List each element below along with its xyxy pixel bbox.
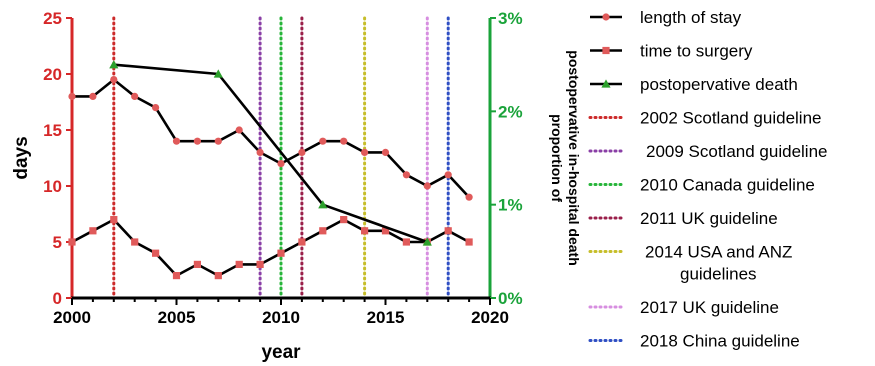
- series-0-point: [340, 137, 348, 145]
- series-lines: [68, 60, 473, 280]
- series-1-point: [152, 249, 160, 257]
- y-left-tick-label: 20: [43, 65, 62, 84]
- series-0-point: [381, 148, 390, 156]
- series-0-point: [319, 137, 327, 145]
- legend-label: 2002 Scotland guideline: [640, 109, 821, 128]
- series-0-point: [361, 148, 369, 156]
- series-1-point: [235, 260, 243, 268]
- y-right-tick-label: 3%: [498, 9, 523, 28]
- series-1-point: [256, 260, 264, 268]
- series-1-point: [340, 216, 348, 224]
- series-1-point: [193, 260, 201, 268]
- series-0-point: [277, 160, 285, 168]
- series-line-1: [71, 218, 470, 277]
- x-tick-label: 2020: [471, 308, 509, 327]
- x-axis-title: year: [261, 342, 301, 363]
- series-line-2: [113, 63, 428, 244]
- series-1-point: [361, 227, 369, 235]
- y-axis-left-title: days: [11, 136, 32, 179]
- series-1-point: [444, 227, 452, 235]
- series-1-point: [277, 249, 285, 257]
- series-1-point: [381, 227, 390, 235]
- legend-label: postopervative death: [640, 75, 798, 94]
- x-tick-label: 2015: [367, 308, 405, 327]
- legend-label: 2009 Scotland guideline: [646, 142, 827, 161]
- series-1-point: [319, 227, 327, 235]
- series-0-point: [256, 148, 264, 156]
- series-1-point: [89, 227, 97, 235]
- series-1-point: [298, 238, 306, 246]
- series-0-point: [68, 92, 76, 100]
- series-2-point: [318, 200, 328, 209]
- series-0-point: [444, 171, 452, 179]
- y-right-tick-label: 1%: [498, 196, 523, 215]
- axes: 0 5 10 15 20 25 0% 1% 2% 3% 2000 2005 2010 2015 2020 ye…: [11, 9, 582, 363]
- legend-label: 2018 China guideline: [640, 332, 800, 351]
- series-0-point: [465, 193, 473, 201]
- series-line-0: [72, 78, 471, 199]
- series-0-point: [110, 76, 118, 84]
- y-left-tick-label: 10: [43, 177, 62, 196]
- series-0-point: [131, 92, 139, 100]
- legend: length of stay time to surgery postopervat…: [588, 8, 827, 351]
- series-1-point: [214, 272, 222, 280]
- guideline-lines: [112, 16, 450, 300]
- series-0-point: [214, 137, 222, 145]
- series-2-point: [422, 237, 432, 246]
- series-1-point: [172, 272, 181, 280]
- legend-marker-0: [602, 13, 610, 21]
- series-0-point: [235, 126, 243, 134]
- legend-label: length of stay: [640, 8, 742, 27]
- legend-marker-2: [601, 79, 611, 88]
- series-0-point: [152, 104, 160, 112]
- legend-label: 2010 Canada guideline: [640, 176, 815, 195]
- series-0-point: [193, 137, 201, 145]
- y-axis-right-title-line: postopervative in-hospital death: [566, 50, 582, 265]
- series-1-point: [131, 238, 139, 246]
- x-tick-label: 2010: [262, 308, 300, 327]
- legend-label: guidelines: [680, 265, 757, 284]
- series-1-point: [68, 238, 76, 246]
- series-2-point: [213, 69, 223, 78]
- series-1-point: [402, 238, 410, 246]
- series-2-point: [109, 60, 119, 69]
- y-left-tick-label: 15: [43, 121, 62, 140]
- legend-label: 2011 UK guideline: [640, 209, 778, 228]
- series-0-point: [423, 182, 431, 190]
- series-0-point: [172, 137, 181, 145]
- legend-label: 2014 USA and ANZ: [645, 243, 792, 262]
- y-right-tick-label: 2%: [498, 102, 523, 121]
- x-tick-label: 2005: [158, 308, 196, 327]
- series-0-point: [298, 148, 306, 156]
- y-left-tick-label: 5: [53, 233, 62, 252]
- y-left-tick-label: 25: [43, 9, 62, 28]
- y-right-tick-label: 0%: [498, 289, 523, 308]
- x-tick-label: 2000: [53, 308, 91, 327]
- y-left-tick-label: 0: [53, 289, 62, 308]
- legend-label: 2017 UK guideline: [640, 298, 779, 317]
- y-axis-right-title-line: proportion of: [549, 114, 565, 202]
- legend-marker-1: [602, 46, 610, 55]
- legend-label: time to surgery: [640, 42, 753, 61]
- series-1-point: [465, 238, 473, 246]
- series-0-point: [402, 171, 410, 179]
- series-0-point: [89, 92, 97, 100]
- series-1-point: [110, 216, 118, 224]
